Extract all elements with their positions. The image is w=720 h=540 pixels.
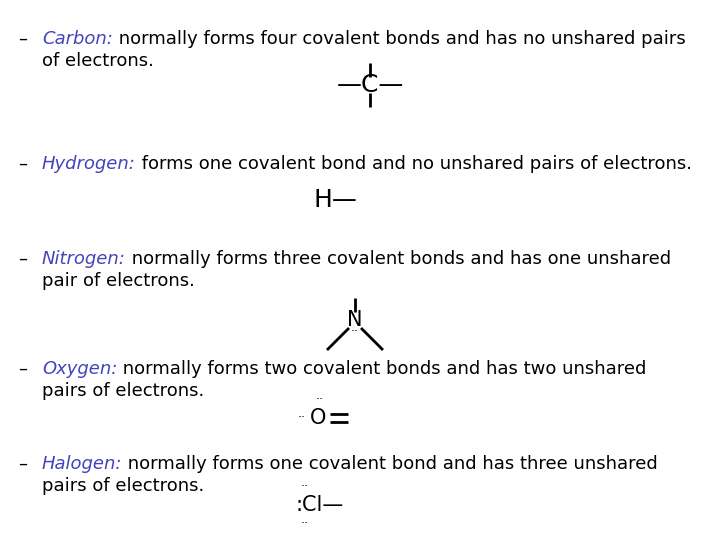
Text: :Cl—: :Cl— (295, 495, 343, 515)
Text: –: – (18, 30, 27, 48)
Text: Carbon:: Carbon: (42, 30, 113, 48)
Text: Nitrogen:: Nitrogen: (42, 250, 126, 268)
Text: Hydrogen:: Hydrogen: (42, 155, 136, 173)
Text: Oxygen:: Oxygen: (42, 360, 117, 378)
Text: Halogen:: Halogen: (42, 455, 122, 473)
Text: normally forms one covalent bond and has three unshared: normally forms one covalent bond and has… (122, 455, 658, 473)
Text: forms one covalent bond and no unshared pairs of electrons.: forms one covalent bond and no unshared … (136, 155, 692, 173)
Text: normally forms two covalent bonds and has two unshared: normally forms two covalent bonds and ha… (117, 360, 647, 378)
Text: ··: ·· (298, 411, 306, 424)
Text: pairs of electrons.: pairs of electrons. (42, 477, 204, 495)
Text: O: O (310, 408, 326, 428)
Text: of electrons.: of electrons. (42, 52, 154, 70)
Text: ··: ·· (301, 480, 309, 493)
Text: –: – (18, 360, 27, 378)
Text: normally forms three covalent bonds and has one unshared: normally forms three covalent bonds and … (126, 250, 671, 268)
Text: pairs of electrons.: pairs of electrons. (42, 382, 204, 400)
Text: –: – (18, 455, 27, 473)
Text: N: N (347, 310, 363, 330)
Text: ··: ·· (316, 393, 324, 406)
Text: —C—: —C— (336, 73, 404, 97)
Text: –: – (18, 250, 27, 268)
Text: ··: ·· (301, 517, 309, 530)
Text: H—: H— (313, 188, 357, 212)
Text: pair of electrons.: pair of electrons. (42, 272, 195, 290)
Text: ··: ·· (351, 325, 359, 338)
Text: –: – (18, 155, 27, 173)
Text: normally forms four covalent bonds and has no unshared pairs: normally forms four covalent bonds and h… (113, 30, 685, 48)
